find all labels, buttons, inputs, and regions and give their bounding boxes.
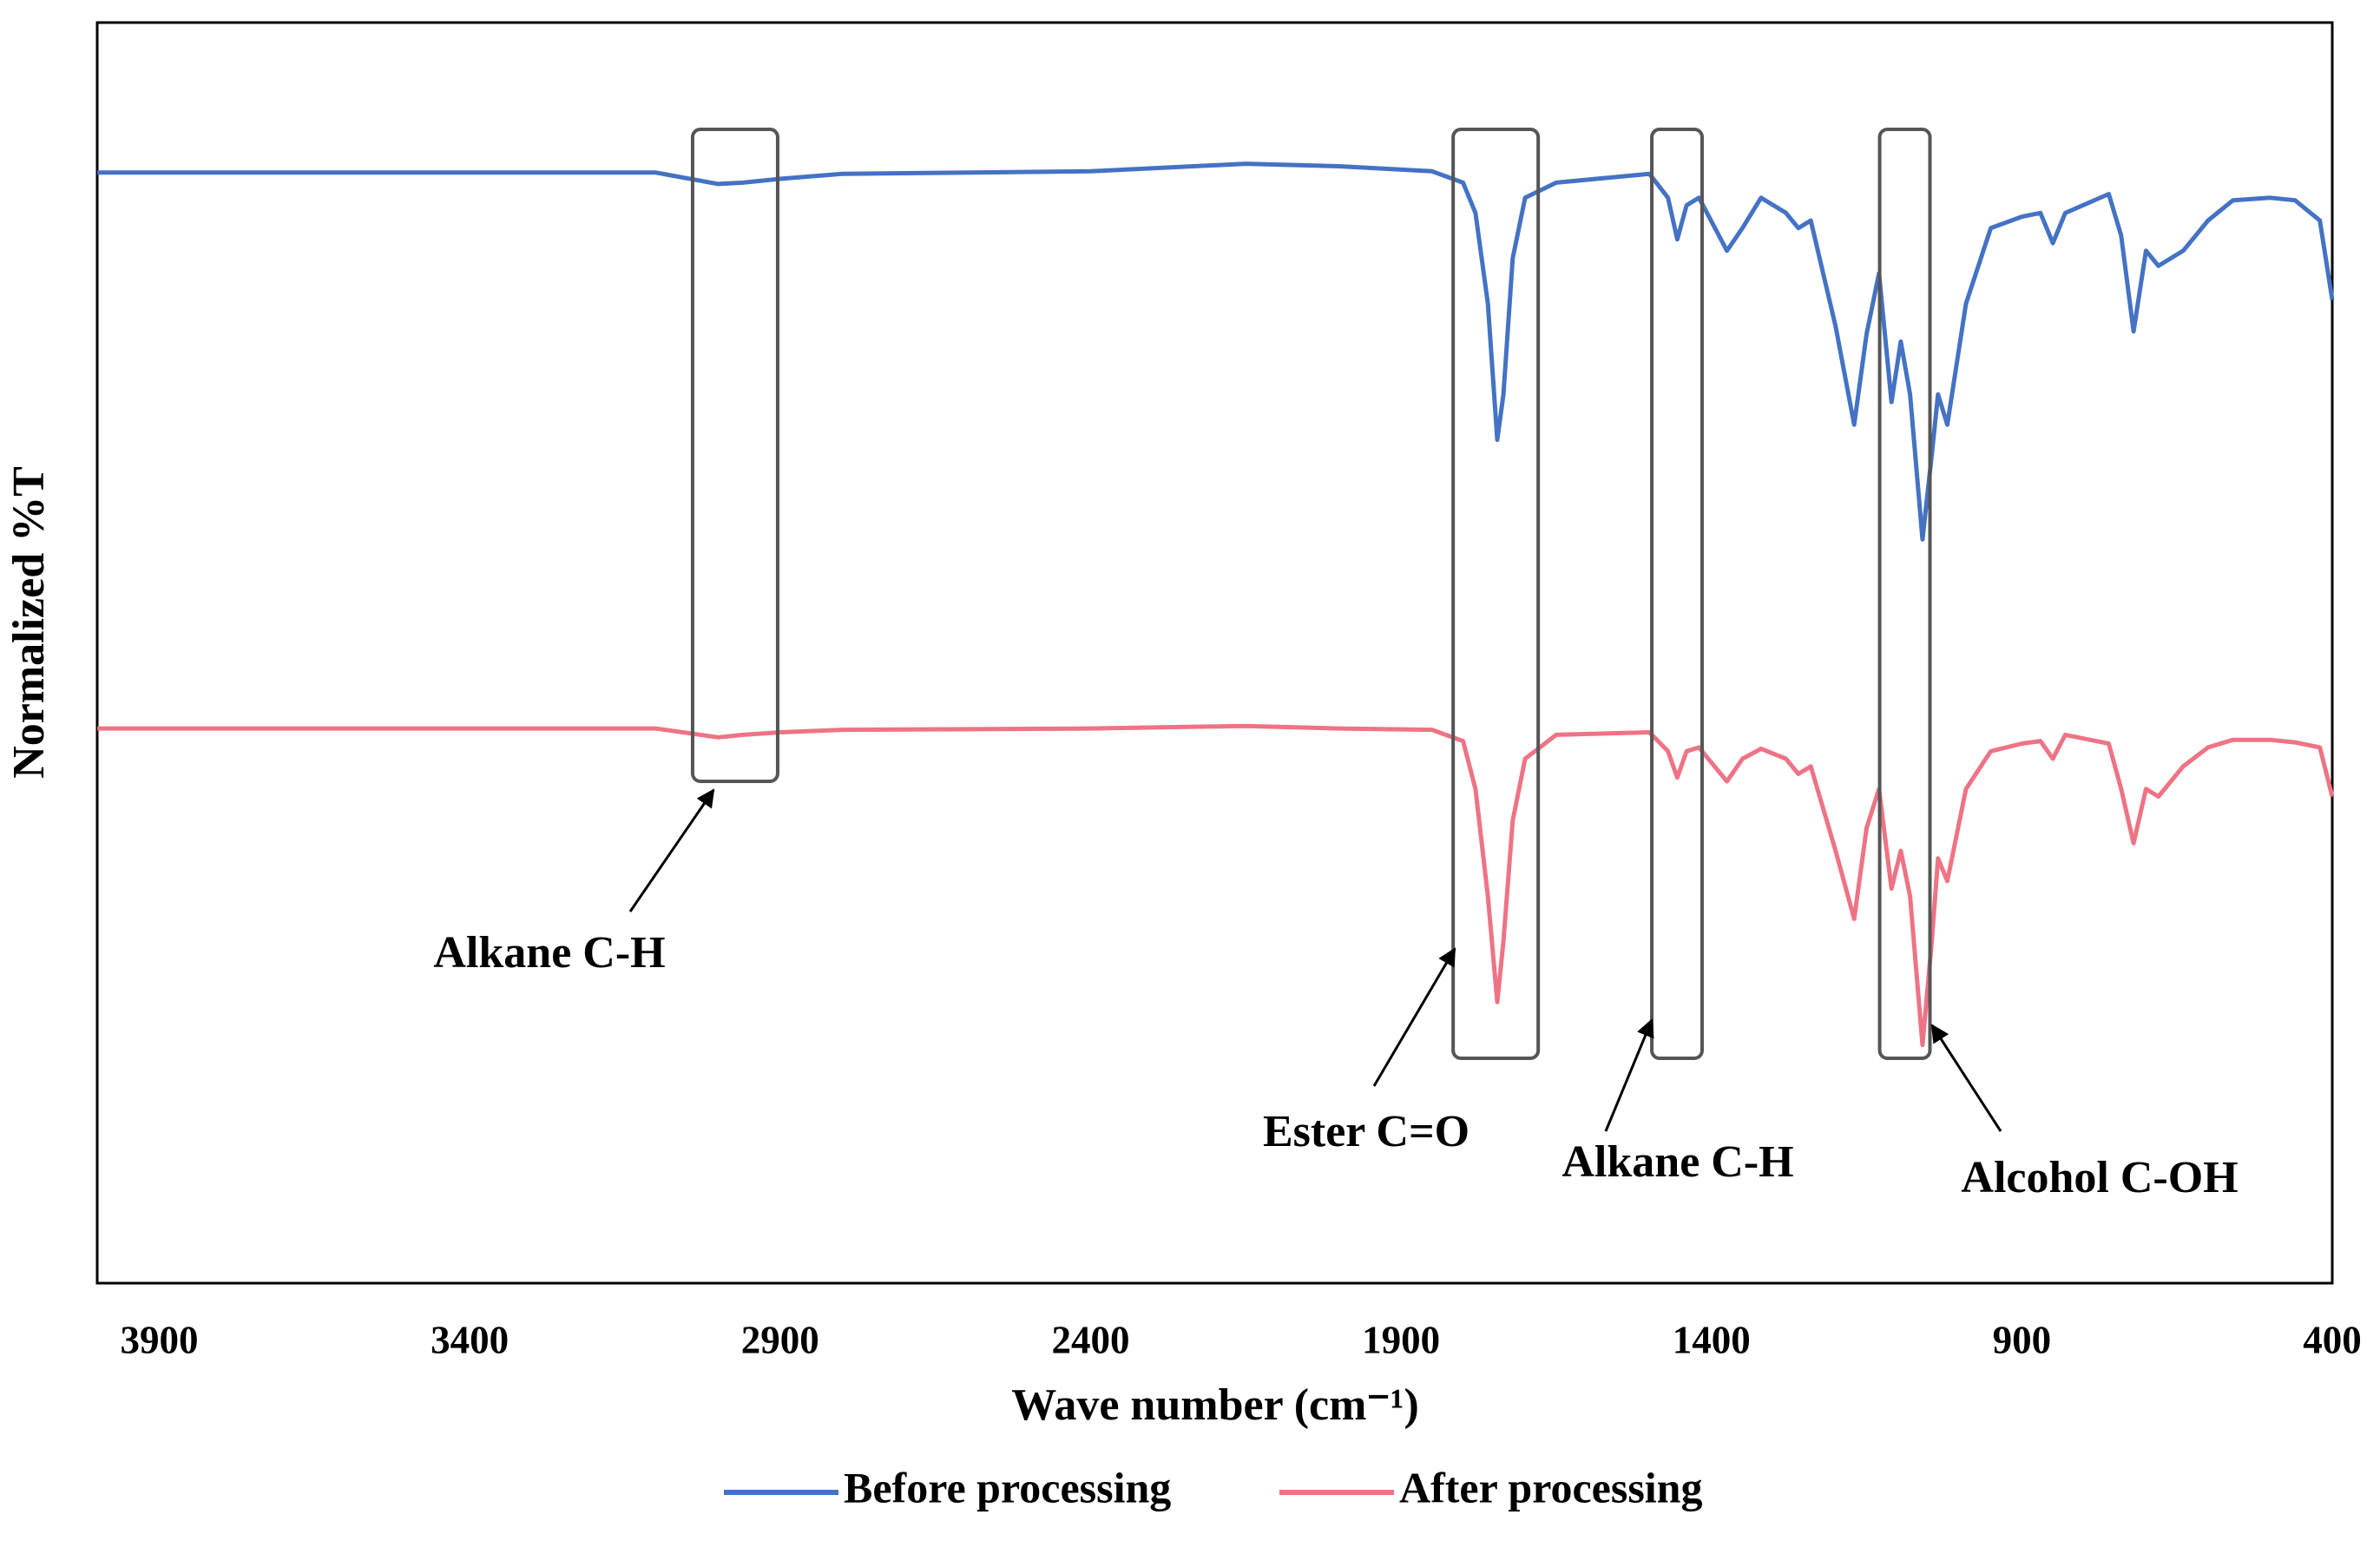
legend-label: After processing bbox=[1399, 1463, 1703, 1511]
x-axis-title: Wave number (cm⁻¹) bbox=[1011, 1380, 1419, 1430]
annotation-arrow bbox=[1604, 1018, 1654, 1132]
legend-label: Before processing bbox=[844, 1463, 1171, 1511]
x-tick-label: 900 bbox=[1993, 1318, 2052, 1361]
annotation-label: Alkane C-H bbox=[1561, 1137, 1793, 1187]
annotation-label: Ester C=O bbox=[1263, 1107, 1469, 1156]
annotation-box bbox=[690, 128, 779, 783]
annotation-arrow bbox=[1372, 947, 1456, 1087]
x-tick-label: 1900 bbox=[1362, 1318, 1440, 1361]
plot-frame bbox=[95, 21, 2334, 1285]
annotation-arrow bbox=[1930, 1024, 2002, 1132]
annotation-label: Alkane C-H bbox=[433, 928, 665, 978]
spectrum-line bbox=[97, 723, 2335, 1048]
x-tick-label: 1400 bbox=[1673, 1318, 1751, 1361]
annotation-box bbox=[1451, 128, 1541, 1060]
annotation-box bbox=[1650, 128, 1704, 1060]
x-tick-label: 3900 bbox=[121, 1318, 199, 1361]
x-tick-label: 400 bbox=[2303, 1318, 2362, 1361]
annotation-box bbox=[1877, 128, 1932, 1060]
x-tick-label: 3400 bbox=[431, 1318, 509, 1361]
spectrum-line bbox=[97, 161, 2335, 542]
x-tick-label: 2400 bbox=[1051, 1318, 1129, 1361]
annotation-arrow bbox=[628, 788, 715, 912]
y-axis-title: Normalized %T bbox=[4, 466, 54, 779]
annotation-label: Alcohol C-OH bbox=[1961, 1153, 2238, 1202]
x-tick-label: 2900 bbox=[741, 1318, 819, 1361]
